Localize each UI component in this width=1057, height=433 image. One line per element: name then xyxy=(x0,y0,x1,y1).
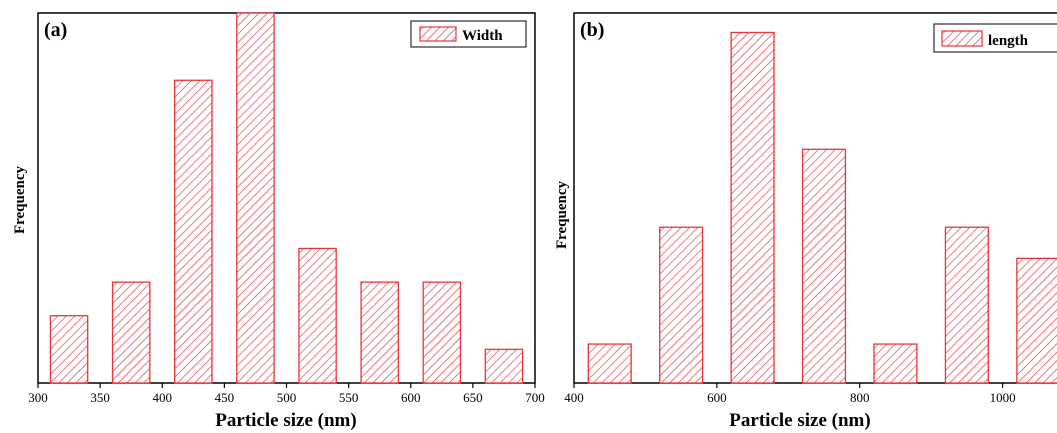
legend-swatch-a xyxy=(419,26,457,42)
bar-b-6 xyxy=(1016,257,1057,384)
x-axis-label-b: Particle size (nm) xyxy=(729,410,870,431)
legend-box-a xyxy=(410,20,527,48)
bar-b-4 xyxy=(873,343,918,384)
legend-label-a: Width xyxy=(462,28,503,44)
bar-a-7 xyxy=(484,348,524,384)
x-tick-label-a-6: 600 xyxy=(401,390,421,405)
bar-a-6 xyxy=(422,281,462,384)
x-tick-label-a-4: 500 xyxy=(277,390,297,405)
legend-b: length xyxy=(933,23,1057,53)
bar-b-0 xyxy=(587,343,632,384)
x-tick-label-a-7: 650 xyxy=(463,390,483,405)
bars-a xyxy=(49,12,524,384)
bar-a-5 xyxy=(360,281,399,384)
x-tick-label-a-0: 300 xyxy=(28,390,48,405)
bar-a-1 xyxy=(111,281,151,384)
bar-b-5 xyxy=(944,226,989,384)
y-axis-label-a: Frequency xyxy=(12,165,28,234)
x-axis-label-a: Particle size (nm) xyxy=(215,410,356,431)
x-tick-label-a-8: 700 xyxy=(525,390,545,405)
x-tick-label-b-2: 800 xyxy=(850,390,870,405)
bar-b-2 xyxy=(730,31,775,384)
x-tick-label-a-2: 400 xyxy=(153,390,173,405)
bar-a-2 xyxy=(174,79,213,384)
panel-b: 400 600 800 1000 (b) length Particle size (… xyxy=(554,12,1057,431)
x-tick-label-a-3: 450 xyxy=(215,390,235,405)
y-axis-label-b: Frequency xyxy=(554,180,570,249)
panel-label-a: (a) xyxy=(44,19,67,41)
legend-a: Width xyxy=(410,20,527,48)
panel-a: 300 350 400 450 500 550 600 650 700 (a) Width Pa… xyxy=(12,12,545,431)
bar-a-0 xyxy=(49,315,89,384)
x-tick-label-b-1: 600 xyxy=(707,390,727,405)
bar-b-1 xyxy=(659,226,704,384)
x-ticks-b: 400 600 800 1000 xyxy=(564,383,1016,405)
x-ticks-a: 300 350 400 450 500 550 600 650 700 xyxy=(28,383,545,405)
bar-a-3 xyxy=(236,12,275,384)
legend-swatch-b xyxy=(941,30,983,47)
x-tick-label-a-5: 550 xyxy=(339,390,359,405)
bar-b-3 xyxy=(801,148,847,384)
legend-label-b: length xyxy=(988,33,1029,49)
bars-b xyxy=(587,31,1057,384)
panel-label-b: (b) xyxy=(580,19,604,41)
x-tick-label-a-1: 350 xyxy=(90,390,110,405)
x-tick-label-b-0: 400 xyxy=(564,390,584,405)
x-tick-label-b-3: 1000 xyxy=(990,390,1016,405)
bar-a-4 xyxy=(298,247,337,384)
